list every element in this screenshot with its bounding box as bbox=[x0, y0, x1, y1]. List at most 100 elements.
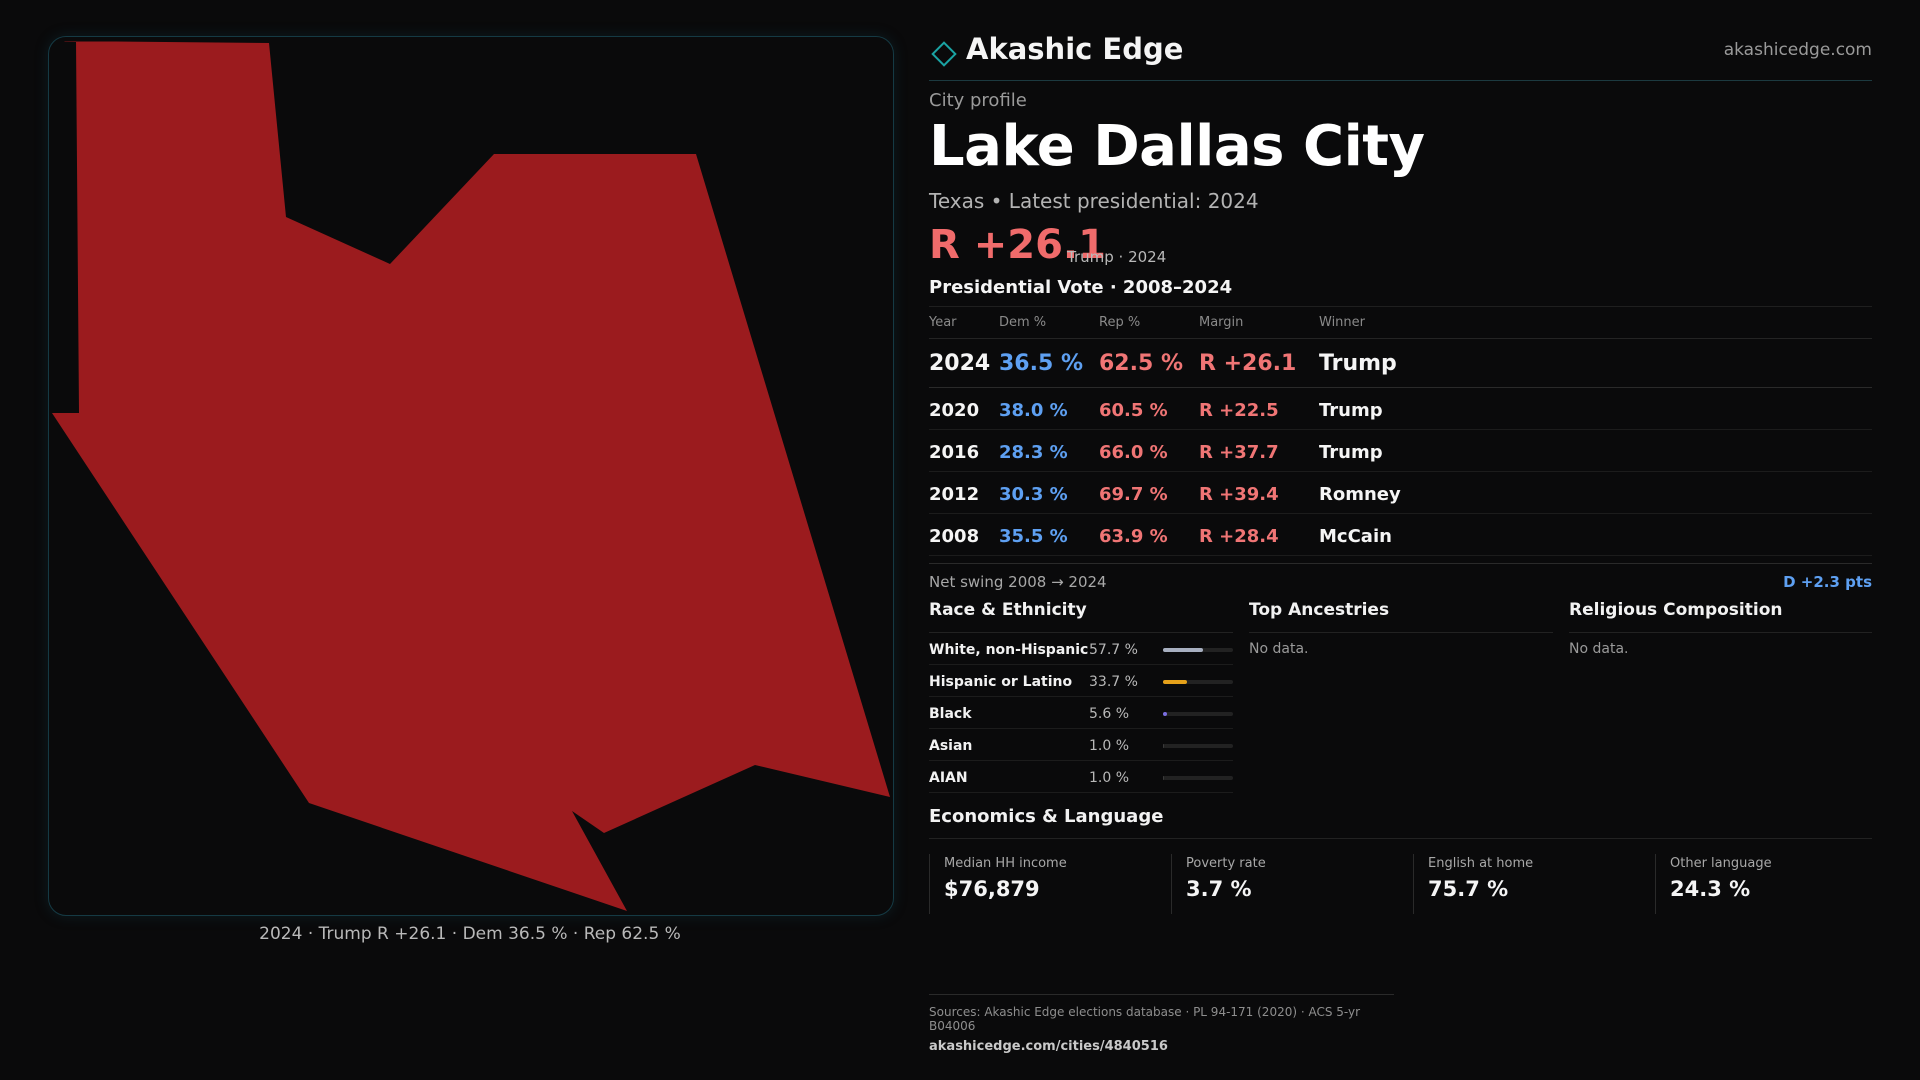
city-boundary-shape bbox=[52, 41, 890, 911]
net-swing-label: Net swing 2008 → 2024 bbox=[929, 573, 1107, 591]
religion-section: Religious Composition No data. bbox=[1569, 600, 1872, 657]
econ-value: $76,879 bbox=[944, 877, 1040, 901]
race-bar-fill bbox=[1163, 712, 1167, 716]
header-margin: Margin bbox=[1199, 315, 1244, 330]
race-value: 1.0 % bbox=[1089, 738, 1130, 754]
race-value: 5.6 % bbox=[1089, 706, 1130, 722]
row-year: 2016 bbox=[929, 442, 980, 463]
race-bar-track bbox=[1163, 744, 1233, 748]
row-dem: 36.5 % bbox=[999, 351, 1083, 376]
race-bar-track bbox=[1163, 648, 1233, 652]
latest-margin: R +26.1 bbox=[929, 222, 1106, 268]
race-row: Hispanic or Latino 33.7 % bbox=[929, 665, 1233, 697]
race-row: Asian 1.0 % bbox=[929, 729, 1233, 761]
row-year: 2020 bbox=[929, 400, 980, 421]
header-dem: Dem % bbox=[999, 315, 1047, 330]
econ-value: 3.7 % bbox=[1186, 877, 1252, 901]
header-rep: Rep % bbox=[1099, 315, 1141, 330]
row-winner: Trump bbox=[1319, 351, 1397, 376]
row-dem: 35.5 % bbox=[999, 526, 1068, 547]
table-row: 2008 35.5 % 63.9 % R +28.4 McCain bbox=[929, 514, 1872, 556]
race-bar-fill bbox=[1163, 776, 1164, 780]
religion-title: Religious Composition bbox=[1569, 600, 1872, 633]
race-bar-track bbox=[1163, 712, 1233, 716]
table-row: 2012 30.3 % 69.7 % R +39.4 Romney bbox=[929, 472, 1872, 514]
row-rep: 66.0 % bbox=[1099, 442, 1168, 463]
econ-cell-income: Median HH income $76,879 bbox=[929, 854, 1157, 914]
race-label: White, non-Hispanic bbox=[929, 642, 1089, 658]
header-year: Year bbox=[929, 315, 957, 330]
row-dem: 28.3 % bbox=[999, 442, 1068, 463]
footer: Sources: Akashic Edge elections database… bbox=[929, 994, 1394, 1054]
row-margin: R +22.5 bbox=[1199, 400, 1279, 421]
table-row: 2016 28.3 % 66.0 % R +37.7 Trump bbox=[929, 430, 1872, 472]
race-label: Hispanic or Latino bbox=[929, 674, 1073, 690]
city-map bbox=[48, 36, 894, 916]
race-value: 57.7 % bbox=[1089, 642, 1138, 658]
vote-table: Year Dem % Rep % Margin Winner 2024 36.5… bbox=[929, 306, 1872, 556]
brand-url-link[interactable]: akashicedge.com bbox=[1723, 40, 1872, 60]
ancestries-title: Top Ancestries bbox=[1249, 600, 1553, 633]
row-year: 2012 bbox=[929, 484, 980, 505]
econ-value: 24.3 % bbox=[1670, 877, 1751, 901]
vote-table-header: Year Dem % Rep % Margin Winner bbox=[929, 307, 1872, 339]
race-label: Black bbox=[929, 706, 972, 722]
row-winner: Trump bbox=[1319, 400, 1383, 421]
row-margin: R +26.1 bbox=[1199, 351, 1297, 376]
race-bar-fill bbox=[1163, 680, 1187, 684]
row-margin: R +39.4 bbox=[1199, 484, 1279, 505]
econ-label: Median HH income bbox=[944, 856, 1067, 871]
econ-value: 75.7 % bbox=[1428, 877, 1509, 901]
race-bar-fill bbox=[1163, 744, 1164, 748]
race-ethnicity-section: Race & Ethnicity White, non-Hispanic 57.… bbox=[929, 600, 1233, 793]
map-caption: 2024 · Trump R +26.1 · Dem 36.5 % · Rep … bbox=[259, 924, 681, 944]
footer-sources: Sources: Akashic Edge elections database… bbox=[929, 1005, 1361, 1033]
econ-label: Other language bbox=[1670, 856, 1772, 871]
race-row: White, non-Hispanic 57.7 % bbox=[929, 633, 1233, 665]
page-title: Lake Dallas City bbox=[929, 114, 1425, 179]
row-rep: 60.5 % bbox=[1099, 400, 1168, 421]
diamond-outline-icon bbox=[931, 41, 957, 67]
ancestries-section: Top Ancestries No data. bbox=[1249, 600, 1553, 657]
row-rep: 62.5 % bbox=[1099, 351, 1183, 376]
net-swing: Net swing 2008 → 2024 D +2.3 pts bbox=[929, 563, 1872, 598]
vote-table-title: Presidential Vote · 2008–2024 bbox=[929, 277, 1233, 298]
row-margin: R +28.4 bbox=[1199, 526, 1279, 547]
race-row: Black 5.6 % bbox=[929, 697, 1233, 729]
race-ethnicity-title: Race & Ethnicity bbox=[929, 600, 1233, 633]
race-ethnicity-list: White, non-Hispanic 57.7 % Hispanic or L… bbox=[929, 633, 1233, 793]
race-label: Asian bbox=[929, 738, 973, 754]
ancestries-note: No data. bbox=[1249, 641, 1309, 657]
row-margin: R +37.7 bbox=[1199, 442, 1279, 463]
header-winner: Winner bbox=[1319, 315, 1366, 330]
city-boundary-map bbox=[52, 41, 890, 911]
econ-cell-other-language: Other language 24.3 % bbox=[1655, 854, 1870, 914]
econ-cell-english: English at home 75.7 % bbox=[1413, 854, 1641, 914]
row-winner: Romney bbox=[1319, 484, 1401, 505]
race-label: AIAN bbox=[929, 770, 968, 786]
race-bar-fill bbox=[1163, 648, 1204, 652]
brand-header: Akashic Edge akashicedge.com bbox=[929, 32, 1872, 81]
race-value: 33.7 % bbox=[1089, 674, 1138, 690]
econ-label: Poverty rate bbox=[1186, 856, 1266, 871]
economics-title: Economics & Language bbox=[929, 806, 1872, 839]
net-swing-value: D +2.3 pts bbox=[1783, 573, 1872, 591]
econ-label: English at home bbox=[1428, 856, 1534, 871]
race-bar-track bbox=[1163, 776, 1233, 780]
race-value: 1.0 % bbox=[1089, 770, 1130, 786]
race-bar-track bbox=[1163, 680, 1233, 684]
profile-kicker: City profile bbox=[929, 90, 1027, 111]
footer-url-link[interactable]: akashicedge.com/cities/4840516 bbox=[929, 1039, 1168, 1054]
row-year: 2024 bbox=[929, 351, 991, 376]
row-winner: McCain bbox=[1319, 526, 1392, 547]
latest-margin-note: Trump · 2024 bbox=[1067, 248, 1167, 266]
econ-cell-poverty: Poverty rate 3.7 % bbox=[1171, 854, 1399, 914]
row-year: 2008 bbox=[929, 526, 980, 547]
brand-name: Akashic Edge bbox=[966, 32, 1184, 66]
race-row: AIAN 1.0 % bbox=[929, 761, 1233, 793]
row-rep: 69.7 % bbox=[1099, 484, 1168, 505]
row-dem: 30.3 % bbox=[999, 484, 1068, 505]
row-rep: 63.9 % bbox=[1099, 526, 1168, 547]
table-row: 2024 36.5 % 62.5 % R +26.1 Trump bbox=[929, 339, 1872, 388]
table-row: 2020 38.0 % 60.5 % R +22.5 Trump bbox=[929, 388, 1872, 430]
